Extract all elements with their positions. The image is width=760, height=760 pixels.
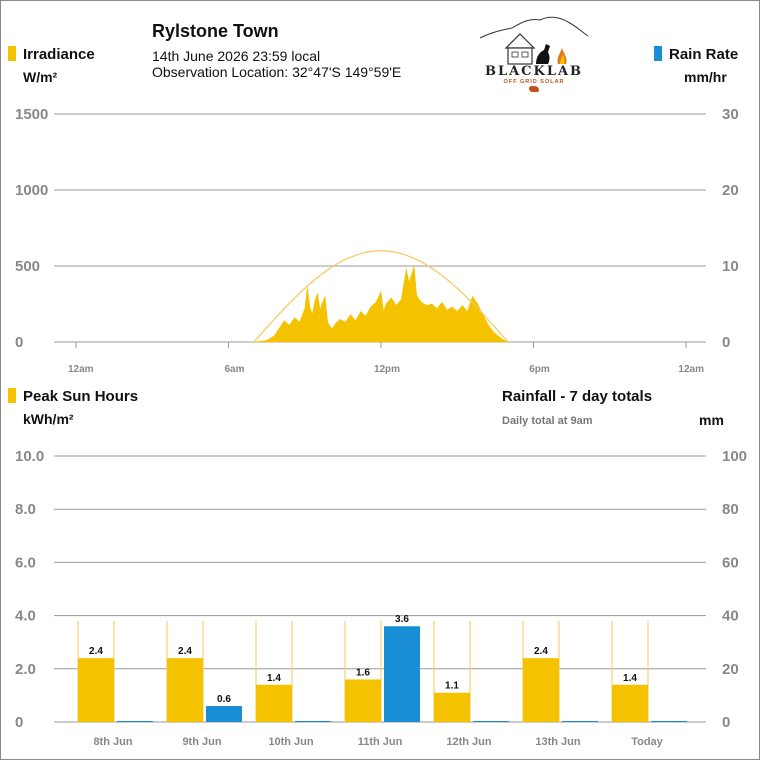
rain-rate-legend-swatch	[654, 46, 662, 61]
rain-rate-axis-label: Rain Rate	[669, 46, 739, 63]
sun-hours-bar-label: 2.4	[89, 646, 103, 657]
rainfall-bar	[651, 721, 687, 722]
sun-hours-bar-label: 1.4	[623, 673, 637, 684]
rainfall-note: Daily total at 9am	[502, 415, 593, 427]
sun-hours-bar	[256, 684, 292, 722]
rainfall-bar-label: 0.6	[217, 694, 231, 705]
sun-hours-tick-label: 4.0	[15, 608, 36, 625]
rainfall-axis-label: Rainfall - 7 day totals	[502, 388, 653, 405]
sun-hours-bar-label: 2.4	[534, 646, 548, 657]
observation-datetime: 14th June 2026 23:59 local	[152, 48, 321, 64]
rainfall-tick-label: 40	[722, 608, 739, 625]
time-tick-label: 12am	[68, 364, 94, 375]
rainfall-tick-label: 0	[722, 714, 730, 731]
sun-hours-bar	[523, 658, 559, 722]
time-tick-label: 6am	[224, 364, 244, 375]
day-category-label: 9th Jun	[182, 736, 221, 748]
logo-tagline: OFF GRID SOLAR	[503, 79, 565, 85]
rain-rate-axis-unit: mm/hr	[684, 69, 727, 85]
irradiance-tick-label: 1000	[15, 182, 48, 199]
logo-graphic	[479, 16, 589, 65]
sun-hours-bar	[612, 684, 648, 722]
rain-rate-tick-label: 20	[722, 182, 739, 199]
sun-hours-bar	[167, 658, 203, 722]
rainfall-bar	[473, 721, 509, 722]
rainfall-bar	[295, 721, 331, 722]
sun-hours-bar	[345, 679, 381, 722]
irradiance-axis-label: Irradiance	[23, 46, 95, 63]
peak-sun-axis-label: Peak Sun Hours	[23, 388, 139, 405]
rainfall-tick-label: 80	[722, 501, 739, 518]
rainfall-bar	[384, 626, 420, 722]
sun-hours-bar-label: 1.4	[267, 673, 281, 684]
rain-rate-tick-label: 10	[722, 258, 739, 275]
irradiance-tick-label: 1500	[15, 106, 48, 123]
sun-hours-bar-label: 1.6	[356, 667, 370, 678]
rainfall-bar-label: 3.6	[395, 614, 409, 625]
sun-hours-tick-label: 6.0	[15, 554, 36, 571]
peak-sun-legend-swatch	[8, 388, 16, 403]
australia-icon	[529, 86, 539, 92]
time-tick-label: 12pm	[374, 364, 400, 375]
sun-hours-bar-label: 1.1	[445, 681, 459, 692]
irradiance-axis-unit: W/m²	[23, 69, 58, 85]
sun-hours-bar-label: 2.4	[178, 646, 192, 657]
day-category-label: 12th Jun	[446, 736, 492, 748]
rainfall-axis-unit: mm	[699, 412, 724, 428]
rainfall-bar	[117, 721, 153, 722]
rainfall-tick-label: 100	[722, 448, 747, 465]
rainfall-tick-label: 60	[722, 554, 739, 571]
day-category-label: 13th Jun	[535, 736, 581, 748]
day-category-label: 11th Jun	[358, 736, 403, 748]
day-category-label: Today	[631, 736, 663, 748]
day-category-label: 8th Jun	[93, 736, 132, 748]
sun-hours-tick-label: 10.0	[15, 448, 44, 465]
rainfall-bar	[562, 721, 598, 722]
sun-hours-tick-label: 8.0	[15, 501, 36, 518]
observation-location: Observation Location: 32°47'S 149°59'E	[152, 64, 402, 80]
rain-rate-tick-label: 30	[722, 106, 739, 123]
peak-sun-axis-unit: kWh/m²	[23, 411, 74, 427]
irradiance-legend-swatch	[8, 46, 16, 61]
clear-sky-curve	[253, 250, 509, 343]
rainfall-tick-label: 20	[722, 661, 739, 678]
logo-wordmark: BLACKLAB	[484, 64, 584, 79]
rain-rate-tick-label: 0	[722, 334, 730, 351]
time-tick-label: 12am	[678, 364, 704, 375]
irradiance-tick-label: 0	[15, 334, 23, 351]
blacklab-logo	[478, 14, 590, 96]
sun-hours-tick-label: 0	[15, 714, 23, 731]
rainfall-bar	[206, 706, 242, 722]
irradiance-tick-label: 500	[15, 258, 40, 275]
sun-hours-tick-label: 2.0	[15, 661, 36, 678]
sun-hours-bar	[434, 692, 470, 722]
irradiance-area	[253, 265, 509, 343]
sun-hours-bar	[78, 658, 114, 722]
station-name: Rylstone Town	[152, 21, 279, 41]
time-tick-label: 6pm	[529, 364, 550, 375]
day-category-label: 10th Jun	[268, 736, 314, 748]
